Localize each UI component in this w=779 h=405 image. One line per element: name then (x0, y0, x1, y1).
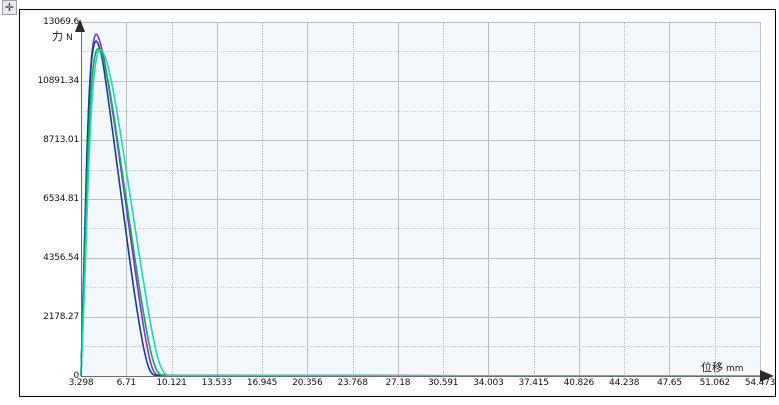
y-tick-label: 2178.27 (43, 311, 79, 322)
x-tick-label: 47.65 (657, 378, 682, 388)
x-axis-unit: mm (726, 364, 744, 374)
x-axis-title-text: 位移 (701, 361, 723, 374)
x-tick-label: 40.826 (563, 378, 595, 388)
y-tick-label: 13069.6 (43, 17, 79, 27)
x-tick-label: 30.591 (427, 378, 459, 388)
y-tick-label: 8713.01 (43, 135, 79, 145)
x-axis-title: 位移 mm (701, 359, 744, 375)
x-tick-label: 10.121 (156, 378, 187, 388)
y-axis-unit: N (66, 33, 73, 43)
y-tick-label: 4356.54 (43, 252, 79, 263)
plot-area (80, 22, 761, 377)
x-tick-label: 37.415 (518, 378, 549, 388)
y-axis-title-text: 力 (52, 30, 63, 43)
x-tick-label: 3.298 (68, 378, 94, 388)
x-tick-label: 44.238 (609, 378, 640, 388)
data-curve (80, 33, 761, 377)
move-handle-icon[interactable]: ✛ (2, 0, 17, 15)
x-tick-label: 23.768 (337, 378, 368, 388)
curve-layer (80, 33, 761, 377)
y-tick-label: 6534.81 (43, 193, 79, 204)
x-tick-label: 13.533 (201, 378, 232, 388)
x-axis-arrow-icon (760, 370, 774, 382)
x-tick-label: 16.945 (246, 378, 278, 388)
y-tick-label: 10891.34 (37, 75, 80, 86)
y-axis-arrow-icon (75, 19, 85, 32)
gridline-vertical (760, 22, 761, 376)
y-tick-label: 0 (73, 371, 79, 381)
data-curve (80, 48, 761, 377)
x-tick-label: 6.71 (116, 378, 136, 388)
x-tick-labels: 3.298 6.71 10.121 13.533 16.945 20.356 23.768 2… (20, 378, 777, 396)
x-tick-label: 54.473 (744, 378, 776, 388)
x-tick-label: 34.003 (473, 378, 504, 388)
y-axis-line (81, 26, 82, 376)
x-axis-line (81, 376, 764, 377)
data-curve (80, 48, 761, 377)
x-tick-label: 20.356 (292, 378, 323, 388)
data-curve (80, 40, 761, 377)
y-tick-labels: 0 2178.27 4356.54 6534.81 8713.01 10891.34 130… (20, 10, 80, 398)
x-tick-label: 51.062 (699, 378, 730, 388)
x-tick-label: 27.18 (385, 378, 411, 388)
